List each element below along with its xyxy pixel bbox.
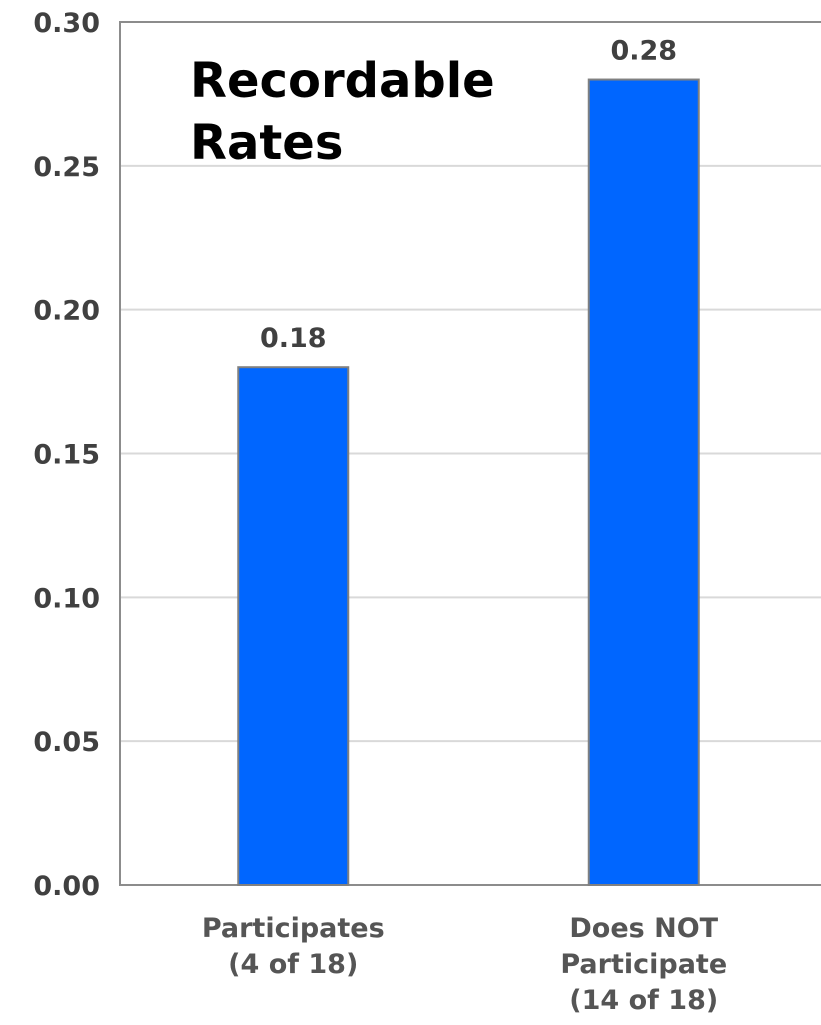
x-category-label-line: Participate: [560, 949, 727, 980]
bars: [237, 78, 700, 887]
data-label: 0.18: [260, 323, 327, 354]
x-category-label-line: (4 of 18): [228, 949, 358, 980]
y-tick-label: 0.20: [33, 296, 100, 327]
bar: [237, 366, 350, 886]
data-labels: 0.18 0.28: [260, 36, 677, 355]
y-tick-label: 0.00: [33, 871, 100, 902]
plot-area: [119, 21, 821, 886]
bar: [587, 78, 700, 887]
x-category-label: Does NOT Participate (14 of 18): [560, 913, 727, 1016]
y-tick-label: 0.15: [33, 440, 100, 471]
gridlines: [120, 164, 821, 743]
chart-title-line: Recordable: [190, 53, 495, 109]
chart-title-line: Rates: [190, 115, 343, 171]
y-tick-label: 0.30: [33, 8, 100, 39]
data-label: 0.28: [610, 36, 677, 67]
x-category-label: Participates (4 of 18): [202, 913, 385, 980]
y-tick-label: 0.05: [33, 727, 100, 758]
x-category-label-line: (14 of 18): [569, 985, 718, 1016]
chart-title: Recordable Rates: [190, 53, 495, 171]
y-axis-ticks: 0.00 0.05 0.10 0.15 0.20 0.25 0.30: [33, 8, 100, 902]
x-axis-categories: Participates (4 of 18) Does NOT Participate…: [202, 913, 727, 1016]
x-category-label-line: Participates: [202, 913, 385, 944]
y-tick-label: 0.25: [33, 152, 100, 183]
y-tick-label: 0.10: [33, 583, 100, 614]
x-category-label-line: Does NOT: [569, 913, 718, 944]
